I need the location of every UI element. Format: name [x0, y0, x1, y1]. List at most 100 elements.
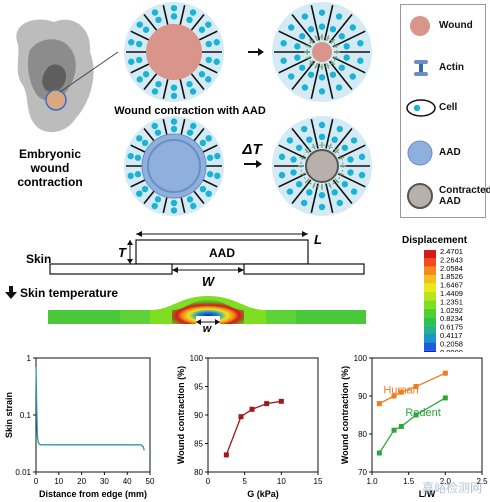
series-label: Human — [383, 385, 418, 397]
colorbar-tick-label: 0.4117 — [440, 331, 462, 340]
y-tick-label: 90 — [358, 392, 367, 401]
y-tick-label: 80 — [358, 430, 367, 439]
y-tick-label: 80 — [194, 468, 203, 477]
colorbar-tick-label: 0.6175 — [440, 323, 463, 332]
series-line — [35, 366, 145, 451]
legend-label-contracted-aad: Contracted AAD — [439, 185, 490, 207]
y-axis-label: Wound contraction (%) — [340, 366, 350, 464]
x-tick-label: 20 — [77, 477, 86, 486]
wound-disk-initial — [124, 2, 224, 102]
legend-label-wound: Wound — [439, 20, 473, 31]
colorbar-tick-label: 1.6467 — [440, 281, 463, 290]
colorbar-tick-label: 1.4409 — [440, 289, 463, 298]
data-point — [391, 393, 397, 399]
aad-schematic: L AAD T Skin W Skin temperature — [5, 231, 366, 334]
data-point — [238, 414, 244, 420]
legend-item-contracted-aad: Contracted AAD — [401, 181, 490, 211]
y-tick-label: 100 — [354, 354, 368, 363]
plot-frame — [35, 357, 151, 473]
aad-circle-icon — [407, 140, 433, 166]
colorbar-swatch — [424, 266, 436, 276]
wound-illustration: Embryonic wound contraction Wound contract… — [16, 2, 372, 216]
y-tick-label: 85 — [194, 440, 203, 449]
y-tick-label: 1 — [27, 354, 32, 363]
legend-item-aad: AAD — [401, 139, 485, 167]
skin-left — [49, 263, 173, 275]
x-tick-label: 50 — [146, 477, 155, 486]
skin-strain-chart: 0 10 20 30 40 50 0.01 0.1 1 Distance from edge (m… — [4, 354, 155, 499]
legend-label-actin: Actin — [439, 62, 464, 73]
x-tick-label: 0 — [34, 477, 39, 486]
contracted-aad-circle-icon — [407, 183, 433, 209]
legend-item-actin: Actin — [401, 57, 485, 79]
y-tick-label: 100 — [190, 354, 204, 363]
legend-item-wound: Wound — [401, 15, 485, 37]
data-point — [391, 427, 397, 433]
g-contraction-chart: 0 5 10 15 80 85 90 95 100 G (kPa) Wound contractio… — [176, 354, 323, 499]
x-tick-label: 2.5 — [476, 477, 488, 486]
embryo-label: Embryonic wound contraction — [17, 147, 82, 189]
x-tick-label: 40 — [123, 477, 132, 486]
colorbar-swatch — [424, 300, 436, 309]
colorbar-tick-label: 2.4701 — [440, 247, 463, 256]
colorbar-swatch — [424, 334, 436, 343]
legend-item-cell: Cell — [401, 97, 485, 119]
plot-frame — [371, 357, 483, 473]
data-point — [278, 398, 284, 404]
x-tick-label: 5 — [242, 477, 247, 486]
colorbar-tick-label: 1.0292 — [440, 306, 463, 315]
x-tick-label: 1.5 — [403, 477, 415, 486]
x-tick-label: 15 — [314, 477, 323, 486]
colorbar-swatch — [424, 342, 436, 351]
wound-circle-icon — [410, 16, 430, 36]
colorbar-tick-label: 2.0584 — [440, 264, 463, 273]
data-point — [398, 389, 404, 395]
legend: Wound Actin Cell AAD Contracted AAD — [400, 4, 490, 218]
colorbar-swatch — [424, 308, 436, 318]
x-tick-label: 2.0 — [440, 477, 452, 486]
series-label: Rodent — [405, 407, 440, 419]
colorbar-tick-label: 0.8234 — [440, 314, 463, 323]
w-small-label: w — [203, 323, 213, 334]
x-axis-label: Distance from edge (mm) — [39, 489, 147, 499]
aad-disk-initial — [124, 116, 224, 216]
w-label: W — [202, 274, 216, 289]
arrow-icon — [244, 160, 262, 168]
watermark: 嘉峪检测网 — [421, 481, 482, 495]
legend-label-cell: Cell — [439, 102, 458, 113]
colorbar-tick-label: 2.2643 — [440, 255, 463, 264]
l-label: L — [314, 232, 322, 247]
data-point — [376, 450, 382, 456]
aad-block-label: AAD — [209, 246, 235, 260]
data-point — [413, 412, 419, 418]
data-point — [413, 384, 419, 389]
colorbar-swatch — [424, 317, 436, 326]
x-tick-label: 1.0 — [366, 477, 378, 486]
wound-disk-contracted — [272, 2, 372, 102]
aad-row-title: Wound contraction with AAD — [114, 105, 266, 117]
x-axis-label: G (kPa) — [247, 489, 279, 499]
y-tick-label: 70 — [358, 468, 367, 477]
embryo-wound-marker — [45, 89, 67, 111]
x-tick-label: 30 — [100, 477, 109, 486]
colorbar-swatch — [424, 283, 436, 292]
data-point — [442, 370, 448, 376]
skin-right — [243, 263, 365, 275]
skin-temperature-label: Skin temperature — [20, 286, 118, 300]
data-point — [249, 406, 255, 412]
aad-disk-contracted — [272, 116, 372, 216]
delta-t-label: ΔT — [241, 141, 263, 158]
fem-simulation: w — [48, 296, 366, 334]
displacement-colorbar: Displacement 2.47012.26432.05841.85261.6… — [402, 235, 468, 352]
aad-block — [135, 239, 309, 265]
colorbar-swatch — [424, 325, 436, 334]
colorbar-swatch — [424, 250, 436, 259]
y-axis-label: Skin strain — [4, 392, 14, 438]
colorbar-swatch — [424, 292, 436, 301]
y-axis-label: Wound contraction (%) — [176, 366, 186, 464]
legend-label-aad: AAD — [439, 147, 461, 158]
down-arrow-icon — [5, 286, 17, 299]
y-tick-label: 0.1 — [20, 411, 32, 420]
y-tick-label: 90 — [194, 411, 203, 420]
x-tick-label: 10 — [277, 477, 286, 486]
